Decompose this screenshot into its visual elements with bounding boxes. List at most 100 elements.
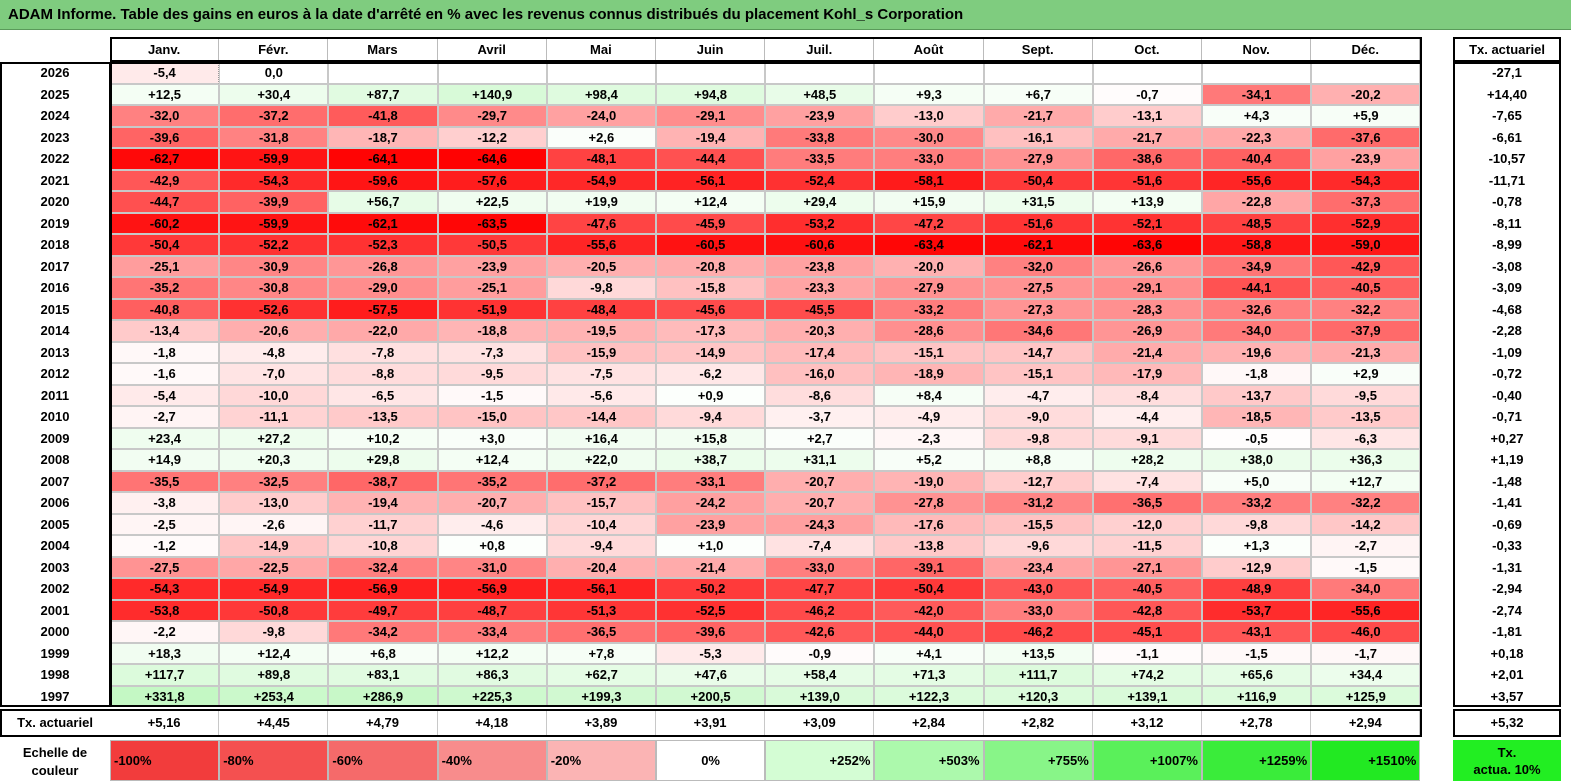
summary-cell: +4,18 (438, 709, 547, 736)
heatmap-cell: -48,1 (547, 148, 656, 170)
row-tx-value: -0,78 (1453, 191, 1561, 213)
heatmap-cell: -33,1 (656, 471, 765, 493)
row-tx-value: -3,08 (1453, 256, 1561, 278)
heatmap-cell: -20,7 (765, 471, 874, 493)
row-tx-value: -11,71 (1453, 170, 1561, 192)
legend-label-line2: couleur (0, 762, 110, 780)
row-tx-value: -1,48 (1453, 471, 1561, 493)
heatmap-cell: -17,3 (656, 320, 765, 342)
heatmap-cell: -20,7 (438, 492, 547, 514)
heatmap-cell: +111,7 (984, 664, 1093, 686)
heatmap-cell: -53,7 (1202, 600, 1311, 622)
heatmap-cell: -29,1 (656, 105, 765, 127)
heatmap-cell: -51,6 (984, 213, 1093, 235)
heatmap-cell: -28,6 (874, 320, 983, 342)
heatmap-cell: +74,2 (1093, 664, 1202, 686)
heatmap-cell: -47,6 (547, 213, 656, 235)
legend-label: Echelle de couleur (0, 740, 110, 783)
heatmap-cell: -22,5 (219, 557, 328, 579)
legend-swatch: +1259% (1202, 740, 1311, 781)
legend-swatch: -80% (219, 740, 328, 781)
heatmap-cell: -36,5 (1093, 492, 1202, 514)
row-year-label: 2000 (0, 621, 110, 643)
heatmap-cell: -13,5 (1311, 406, 1420, 428)
column-header: Août (874, 37, 983, 62)
heatmap-cell: -37,2 (219, 105, 328, 127)
heatmap-cell: -20,2 (1311, 84, 1420, 106)
row-year-label: 2006 (0, 492, 110, 514)
heatmap-cell: -46,2 (765, 600, 874, 622)
column-header: Nov. (1202, 37, 1311, 62)
row-tx-value: -1,09 (1453, 342, 1561, 364)
heatmap-cell: +3,0 (438, 428, 547, 450)
heatmap-cell: +6,7 (984, 84, 1093, 106)
column-header: Avril (438, 37, 547, 62)
heatmap-cell: -40,5 (1093, 578, 1202, 600)
heatmap-cell: +31,1 (765, 449, 874, 471)
heatmap-cell: +199,3 (547, 686, 656, 708)
heatmap-cell: +98,4 (547, 84, 656, 106)
heatmap-cell: -19,0 (874, 471, 983, 493)
row-year-label: 2021 (0, 170, 110, 192)
heatmap-cell: -26,8 (328, 256, 437, 278)
heatmap-cell: -15,0 (438, 406, 547, 428)
heatmap-cell: -21,7 (984, 105, 1093, 127)
heatmap-cell: +38,7 (656, 449, 765, 471)
heatmap-cell (874, 62, 983, 84)
heatmap-cell: -42,0 (874, 600, 983, 622)
heatmap-cell: -7,0 (219, 363, 328, 385)
legend-tx-line2: actua. 10% (1453, 761, 1561, 778)
heatmap-cell: +14,9 (110, 449, 219, 471)
heatmap-cell: +12,4 (438, 449, 547, 471)
heatmap-cell: +6,8 (328, 643, 437, 665)
heatmap-cell: -7,4 (1093, 471, 1202, 493)
summary-cell: +3,09 (765, 709, 874, 736)
row-year-label: 2026 (0, 62, 110, 84)
heatmap-cell: -7,5 (547, 363, 656, 385)
heatmap-cell: -38,6 (1093, 148, 1202, 170)
heatmap-cell: -52,1 (1093, 213, 1202, 235)
heatmap-cell: +12,4 (656, 191, 765, 213)
heatmap-cell: -57,5 (328, 299, 437, 321)
summary-row-label: Tx. actuariel (0, 709, 110, 736)
column-header: Déc. (1311, 37, 1420, 62)
heatmap-cell: -3,7 (765, 406, 874, 428)
heatmap-cell: -26,6 (1093, 256, 1202, 278)
heatmap-cell: -18,9 (874, 363, 983, 385)
heatmap-cell: -52,2 (219, 234, 328, 256)
heatmap-cell: -54,9 (219, 578, 328, 600)
heatmap-cell: -21,4 (1093, 342, 1202, 364)
heatmap-cell: -7,4 (765, 535, 874, 557)
page-title: ADAM Informe. Table des gains en euros à… (8, 6, 963, 23)
row-tx-value: -7,65 (1453, 105, 1561, 127)
heatmap-cell: +71,3 (874, 664, 983, 686)
legend-swatch: 0% (656, 740, 765, 781)
row-year-label: 2015 (0, 299, 110, 321)
heatmap-cell: +2,6 (547, 127, 656, 149)
heatmap-cell: -63,5 (438, 213, 547, 235)
summary-cell: +2,94 (1311, 709, 1420, 736)
heatmap-cell: -37,9 (1311, 320, 1420, 342)
heatmap-cell: -1,8 (1202, 363, 1311, 385)
heatmap-cell: -59,9 (219, 148, 328, 170)
heatmap-cell: -54,9 (547, 170, 656, 192)
heatmap-cell: +31,5 (984, 191, 1093, 213)
heatmap-cell: -21,7 (1093, 127, 1202, 149)
heatmap-cell: -6,2 (656, 363, 765, 385)
heatmap-cell: +83,1 (328, 664, 437, 686)
heatmap-cell: +8,4 (874, 385, 983, 407)
heatmap-cell: +30,4 (219, 84, 328, 106)
heatmap-cell: -64,1 (328, 148, 437, 170)
heatmap-cell (765, 62, 874, 84)
heatmap-cell: -20,5 (547, 256, 656, 278)
heatmap-cell: -60,2 (110, 213, 219, 235)
tx-column-header: Tx. actuariel (1453, 37, 1561, 62)
heatmap-cell: +23,4 (110, 428, 219, 450)
heatmap-cell: -32,0 (984, 256, 1093, 278)
heatmap-cell: +7,8 (547, 643, 656, 665)
summary-cell: +3,89 (547, 709, 656, 736)
heatmap-cell: -52,5 (656, 600, 765, 622)
heatmap-cell: -22,8 (1202, 191, 1311, 213)
heatmap-cell: -35,2 (438, 471, 547, 493)
legend-swatch: +755% (984, 740, 1093, 781)
